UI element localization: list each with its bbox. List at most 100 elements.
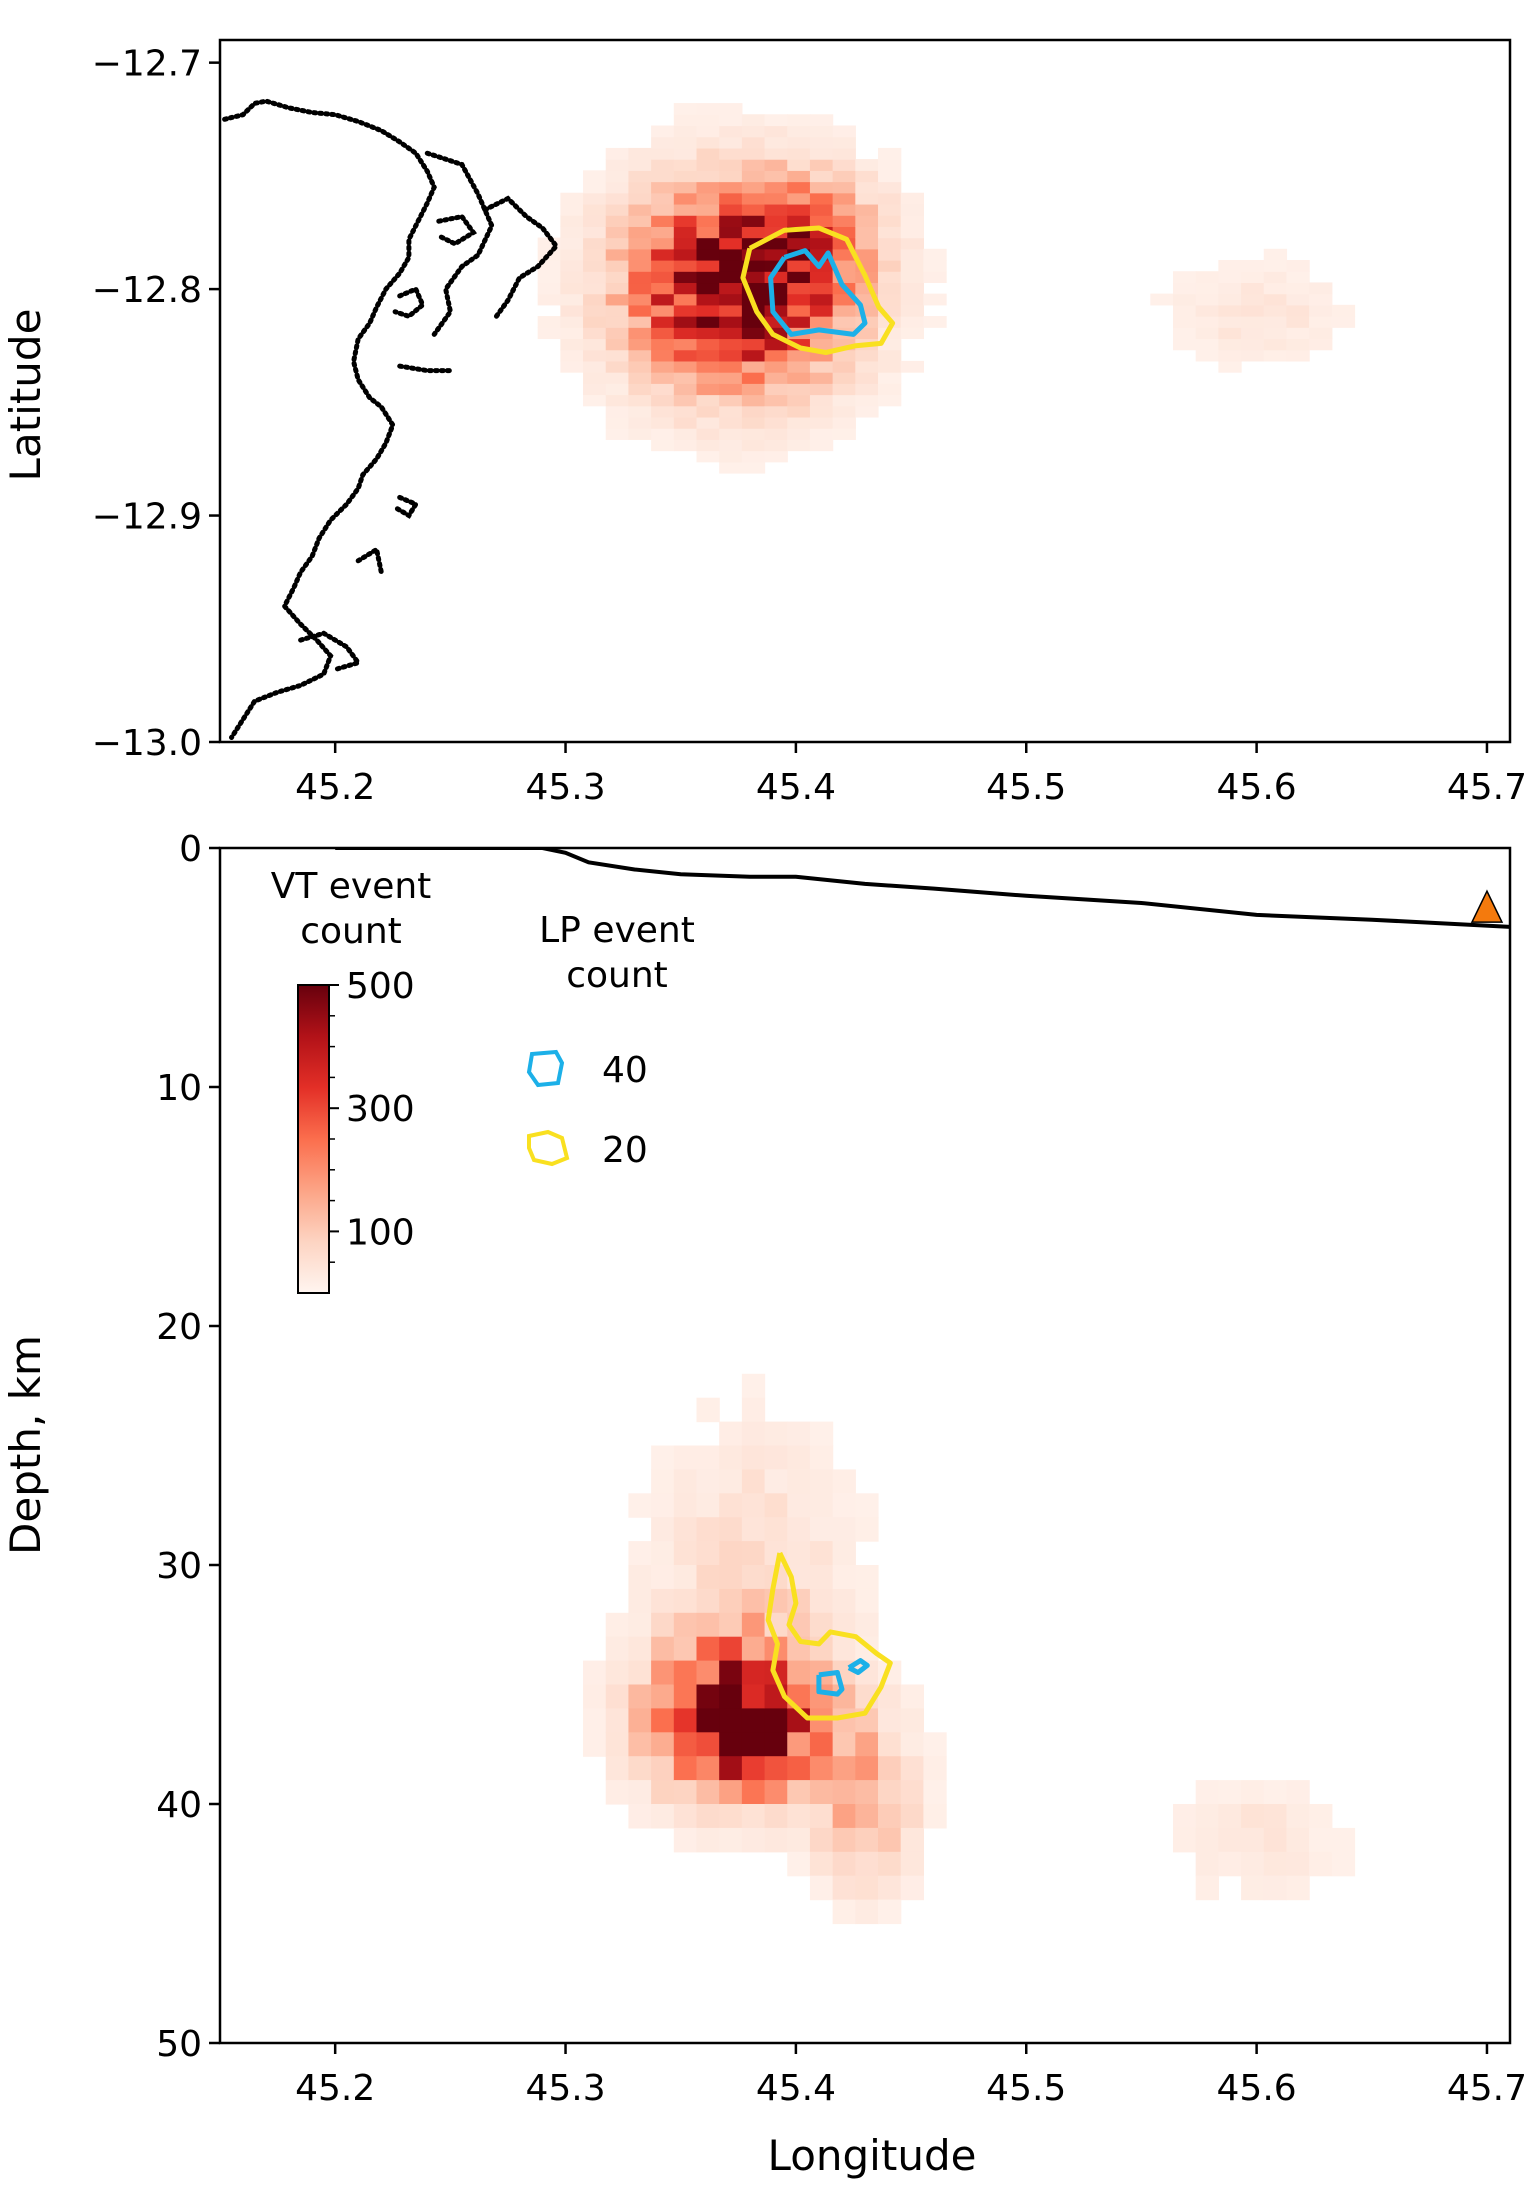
heatmap-cell: [1195, 349, 1219, 362]
heatmap-cell: [787, 349, 811, 362]
heatmap-cell: [696, 1517, 720, 1542]
heatmap-cell: [741, 1565, 766, 1590]
x-tick-label: 45.6: [1217, 767, 1297, 808]
heatmap-cell: [696, 114, 720, 127]
heatmap-cell: [855, 1660, 879, 1686]
heatmap-cell: [832, 271, 856, 284]
heatmap-cell: [1286, 1804, 1310, 1829]
heatmap-cell: [878, 259, 902, 272]
heatmap-cell: [1286, 1827, 1310, 1853]
heatmap-cell: [764, 293, 788, 306]
heatmap-cell: [809, 136, 834, 149]
heatmap-cell: [900, 293, 924, 306]
heatmap-cell: [1309, 327, 1333, 340]
coastline-segment: [397, 363, 453, 374]
heatmap-cell: [1286, 1851, 1310, 1877]
colorbar-bar: [297, 984, 330, 1294]
heatmap-cell: [651, 338, 675, 351]
heatmap-cell: [1263, 282, 1288, 295]
heatmap-cell: [764, 304, 788, 317]
heatmap-cell: [673, 1612, 698, 1638]
heatmap-cell: [1241, 349, 1265, 362]
heatmap-cell: [1195, 338, 1219, 351]
heatmap-cell: [1195, 327, 1219, 340]
heatmap-cell: [832, 1493, 856, 1518]
heatmap-cell: [673, 125, 698, 138]
heatmap-cell: [878, 349, 902, 362]
heatmap-cell: [651, 1445, 675, 1470]
heatmap-cell: [1263, 338, 1288, 351]
heatmap-cell: [719, 159, 743, 171]
heatmap-cell: [583, 338, 607, 351]
heatmap-cell: [1218, 338, 1242, 351]
heatmap-cell: [832, 181, 856, 194]
heatmap-cell: [1218, 271, 1242, 284]
heatmap-cell: [1331, 316, 1356, 328]
heatmap-cell: [764, 1445, 788, 1470]
heatmap-cell: [764, 1708, 788, 1733]
heatmap-cell: [651, 215, 675, 227]
heatmap-cell: [696, 248, 720, 261]
heatmap-cell: [719, 450, 743, 463]
heatmap-cell: [900, 192, 924, 205]
heatmap-cell: [696, 327, 720, 340]
heatmap-cell: [787, 1804, 811, 1829]
heatmap-cell: [628, 360, 652, 373]
heatmap-cell: [560, 338, 584, 351]
heatmap-cell: [787, 338, 811, 351]
heatmap-cell: [696, 136, 720, 149]
heatmap-cell: [900, 1684, 924, 1709]
heatmap-cell: [787, 1756, 811, 1781]
heatmap-cell: [741, 1445, 766, 1470]
heatmap-cell: [764, 248, 788, 261]
heatmap-cell: [787, 1851, 811, 1877]
heatmap-cell: [832, 394, 856, 407]
heatmap-cell: [855, 304, 879, 317]
heatmap-cell: [764, 383, 788, 396]
heatmap-cell: [651, 226, 675, 239]
heatmap-cell: [741, 114, 766, 127]
heatmap-cell: [787, 1445, 811, 1470]
heatmap-cell: [764, 1827, 788, 1853]
x-tick-label: 45.5: [986, 2068, 1066, 2109]
heatmap-cell: [605, 1708, 630, 1733]
heatmap-cell: [696, 237, 720, 250]
heatmap-cell: [583, 271, 607, 284]
heatmap-cell: [651, 416, 675, 429]
heatmap-cell: [878, 304, 902, 317]
heatmap-cell: [628, 147, 652, 160]
heatmap-cell: [855, 226, 879, 239]
heatmap-cell: [764, 170, 788, 183]
heatmap-cell: [1241, 1780, 1265, 1805]
heatmap-cell: [1241, 1827, 1265, 1853]
heatmap-cell: [809, 1541, 834, 1566]
heatmap-cell: [1218, 327, 1242, 340]
heatmap-cell: [900, 360, 924, 373]
heatmap-cell: [583, 316, 607, 328]
heatmap-cell: [809, 1493, 834, 1518]
heatmap-cell: [696, 147, 720, 160]
heatmap-cell: [809, 1708, 834, 1733]
heatmap-cell: [741, 282, 766, 295]
coastline-segment: [394, 494, 420, 519]
heatmap-cell: [741, 237, 766, 250]
topography-profile: [335, 848, 1510, 929]
colorbar-ticks: 500 300 100: [329, 966, 415, 1263]
heatmap-cell: [1263, 304, 1288, 317]
heatmap-cell: [696, 192, 720, 205]
heatmap-cell: [764, 1421, 788, 1447]
heatmap-cell: [673, 159, 698, 171]
heatmap-cell: [878, 293, 902, 306]
heatmap-cell: [696, 338, 720, 351]
heatmap-cell: [1286, 293, 1310, 306]
heatmap-cell: [696, 349, 720, 362]
heatmap-cell: [1195, 1875, 1219, 1901]
heatmap-cell: [764, 192, 788, 205]
heatmap-cell: [855, 170, 879, 183]
heatmap-cell: [809, 394, 834, 407]
heatmap-cell: [560, 271, 584, 284]
heatmap-cell: [696, 1588, 720, 1614]
heatmap-cell: [1218, 360, 1242, 373]
heatmap-cell: [764, 338, 788, 351]
heatmap-cell: [1263, 349, 1288, 362]
